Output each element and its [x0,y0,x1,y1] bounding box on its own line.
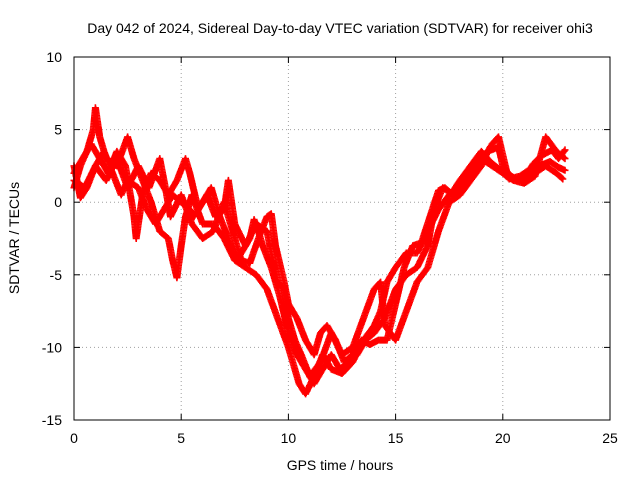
data-point-marker [561,166,569,174]
chart-title: Day 042 of 2024, Sidereal Day-to-day VTE… [87,20,593,36]
y-tick-label: -5 [50,267,63,283]
y-axis-label: SDTVAR / TECUs [6,182,22,294]
data-point-marker [561,155,569,163]
data-point-marker [560,147,568,155]
axis-ticks-layer: 0 5 10 15 20 25 -15 -10 -5 0 5 10 [42,49,618,446]
x-tick-label: 0 [70,430,78,446]
y-tick-label: 0 [54,194,62,210]
x-axis-label: GPS time / hours [287,457,394,473]
x-tick-label: 5 [177,430,185,446]
data-point-marker [558,174,566,182]
y-tick-label: 10 [46,49,62,65]
x-tick-label: 25 [602,430,618,446]
plot-frame [73,56,611,421]
x-tick-label: 10 [281,430,297,446]
data-point-marker [561,146,569,154]
y-tick-label: 5 [54,122,62,138]
y-tick-label: -15 [42,412,62,428]
x-tick-label: 20 [495,430,511,446]
x-tick-label: 15 [388,430,404,446]
y-tick-label: -10 [42,339,62,355]
data-series-layer [70,104,569,398]
series-satellite-track-d [70,147,569,388]
data-point-marker [559,175,567,183]
